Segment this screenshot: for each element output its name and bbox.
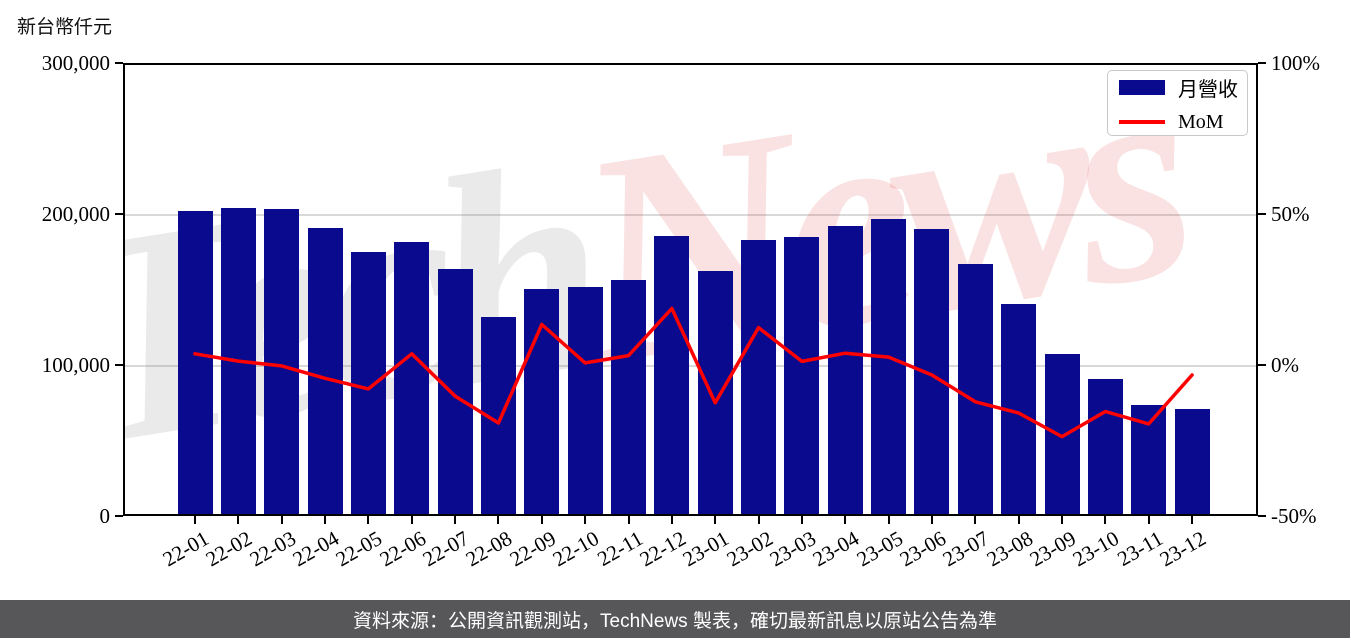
legend-revenue-label: 月營收 bbox=[1178, 78, 1238, 101]
right-axis-tick bbox=[1258, 515, 1266, 517]
revenue-bar bbox=[1001, 303, 1037, 515]
revenue-bar bbox=[611, 280, 646, 515]
legend-item-mom: MoM bbox=[1108, 111, 1247, 134]
x-axis-tick bbox=[454, 516, 457, 524]
right-axis-tick-label: 50% bbox=[1271, 202, 1310, 226]
revenue-bar bbox=[1174, 409, 1210, 515]
revenue-bar bbox=[177, 210, 213, 515]
x-axis-tick bbox=[584, 516, 587, 524]
x-axis-tick bbox=[800, 516, 803, 524]
x-axis-tick bbox=[194, 516, 196, 524]
x-axis-tick bbox=[324, 516, 327, 524]
left-axis-tick bbox=[115, 213, 123, 215]
revenue-bar bbox=[264, 208, 300, 515]
x-axis-tick bbox=[670, 516, 673, 524]
right-axis-tick-label: 0% bbox=[1271, 353, 1299, 377]
x-axis-tick bbox=[1061, 516, 1063, 524]
x-axis-tick bbox=[280, 516, 283, 524]
right-axis-tick bbox=[1258, 364, 1266, 366]
revenue-bar bbox=[784, 236, 820, 515]
x-axis-tick bbox=[1147, 516, 1150, 524]
x-axis-tick bbox=[844, 516, 847, 524]
left-axis-tick-label: 100,000 bbox=[41, 353, 110, 377]
revenue-bar bbox=[957, 263, 993, 515]
right-axis-tick-label: 100% bbox=[1271, 51, 1320, 75]
revenue-bar bbox=[741, 239, 777, 515]
revenue-bar bbox=[871, 219, 907, 515]
x-axis-tick bbox=[930, 516, 933, 524]
revenue-bar bbox=[524, 289, 560, 515]
revenue-bar bbox=[1087, 378, 1123, 515]
revenue-swatch-icon bbox=[1119, 79, 1165, 95]
x-axis-tick bbox=[497, 516, 500, 524]
legend-item-revenue: 月營收 bbox=[1108, 73, 1247, 102]
x-axis-tick bbox=[757, 516, 760, 524]
gridline bbox=[125, 214, 1256, 216]
revenue-bar bbox=[307, 227, 343, 515]
x-axis-tick bbox=[367, 516, 370, 524]
x-axis-tick bbox=[540, 516, 543, 524]
source-footer: 資料來源：公開資訊觀測站，TechNews 製表，確切最新訊息以原站公告為準 bbox=[0, 600, 1350, 638]
right-axis-tick bbox=[1258, 62, 1266, 64]
revenue-bar bbox=[350, 251, 386, 515]
revenue-bar bbox=[480, 316, 516, 515]
left-axis-tick-label: 300,000 bbox=[41, 51, 110, 75]
revenue-bar bbox=[654, 235, 690, 515]
revenue-bar bbox=[220, 207, 256, 515]
legend-mom-label: MoM bbox=[1178, 110, 1224, 133]
right-axis-tick bbox=[1258, 213, 1266, 215]
x-axis-tick bbox=[714, 516, 717, 524]
left-axis-tick-label: 0 bbox=[99, 504, 111, 528]
revenue-bar bbox=[914, 229, 950, 515]
right-axis-tick-label: -50% bbox=[1271, 504, 1317, 528]
left-axis-tick bbox=[115, 515, 123, 517]
revenue-bar bbox=[1131, 405, 1167, 515]
y-axis-title: 新台幣仟元 bbox=[17, 17, 113, 38]
chart-legend: 月營收 MoM bbox=[1107, 70, 1248, 136]
left-axis-tick bbox=[115, 364, 123, 366]
revenue-bar bbox=[437, 269, 473, 515]
revenue-bar bbox=[827, 225, 863, 515]
x-axis-tick bbox=[887, 516, 890, 524]
revenue-bar bbox=[567, 287, 603, 515]
x-axis-tick bbox=[1104, 516, 1107, 524]
source-footer-text: 資料來源：公開資訊觀測站，TechNews 製表，確切最新訊息以原站公告為準 bbox=[353, 610, 997, 632]
x-axis-tick bbox=[627, 516, 630, 524]
left-axis-tick-label: 200,000 bbox=[41, 202, 110, 226]
revenue-bar bbox=[697, 270, 733, 515]
mom-swatch-icon bbox=[1119, 120, 1165, 124]
revenue-bar bbox=[1044, 353, 1080, 515]
x-axis-tick bbox=[974, 516, 977, 524]
x-axis-tick bbox=[1017, 516, 1020, 524]
x-axis-tick bbox=[1191, 516, 1194, 524]
revenue-bar bbox=[394, 241, 430, 515]
left-axis-tick bbox=[115, 62, 123, 64]
x-axis-tick bbox=[410, 516, 413, 524]
x-axis-tick bbox=[237, 516, 240, 524]
